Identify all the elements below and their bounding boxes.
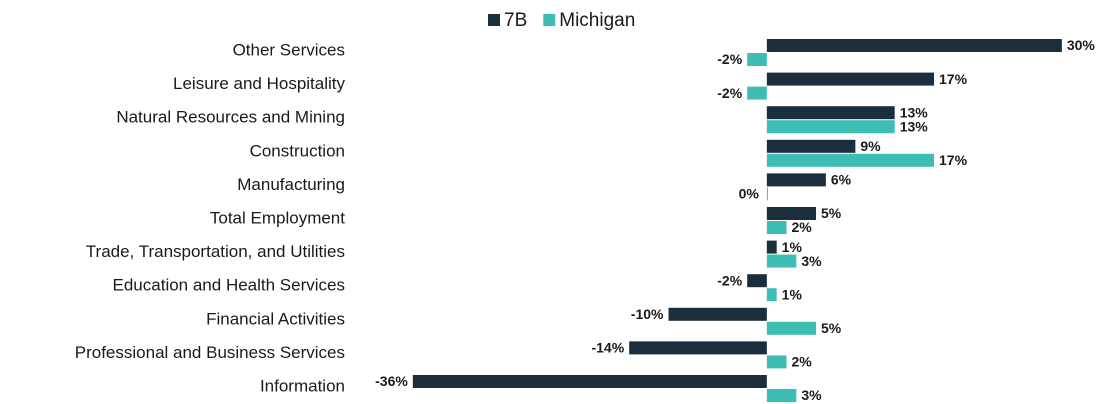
value-label: 0% — [739, 186, 760, 202]
bar — [766, 187, 768, 201]
value-label: 6% — [831, 172, 852, 188]
legend-label: Michigan — [559, 10, 635, 31]
legend-label: 7B — [504, 10, 527, 31]
category-label: Other Services — [233, 40, 345, 59]
value-label: 5% — [821, 205, 842, 221]
category-label: Trade, Transportation, and Utilities — [86, 242, 345, 261]
category-label: Information — [260, 376, 345, 395]
value-label: -2% — [717, 51, 742, 67]
value-label: 3% — [801, 387, 822, 403]
category-label: Natural Resources and Mining — [116, 108, 345, 127]
value-label: 13% — [900, 104, 929, 120]
value-label: -10% — [631, 306, 664, 322]
value-label: 2% — [792, 219, 813, 235]
bar — [766, 240, 777, 254]
bar — [668, 307, 767, 321]
legend-swatch — [488, 14, 500, 26]
category-label: Professional and Business Services — [75, 343, 345, 362]
bar — [766, 207, 817, 220]
value-label: 1% — [782, 286, 803, 302]
value-label: 5% — [821, 320, 842, 336]
bar — [766, 288, 777, 302]
value-label: -2% — [717, 85, 742, 101]
value-label: 1% — [782, 239, 803, 255]
bar — [629, 341, 767, 355]
legend-swatch — [543, 14, 556, 26]
value-label: 30% — [1067, 37, 1096, 53]
bar — [766, 254, 797, 268]
category-label: Leisure and Hospitality — [173, 74, 345, 93]
category-label: Manufacturing — [237, 175, 345, 194]
value-label: 17% — [939, 152, 968, 168]
category-label: Education and Health Services — [113, 276, 345, 295]
value-label: 9% — [860, 138, 881, 154]
bar — [766, 139, 856, 153]
bar — [766, 173, 826, 187]
bar — [766, 39, 1062, 52]
value-label: -14% — [591, 340, 624, 356]
bar — [747, 274, 767, 288]
value-label: 2% — [792, 354, 813, 370]
value-label: -36% — [375, 373, 408, 389]
category-label: Construction — [250, 141, 345, 160]
category-label: Financial Activities — [206, 309, 345, 328]
bar — [766, 221, 787, 234]
value-label: -2% — [717, 272, 742, 288]
value-label: 17% — [939, 71, 968, 87]
bar — [766, 72, 935, 86]
bar — [747, 86, 767, 100]
bar — [766, 389, 797, 402]
bar — [766, 153, 935, 167]
category-label: Total Employment — [210, 208, 345, 227]
bar — [747, 53, 767, 66]
bar — [766, 355, 787, 369]
bar — [766, 321, 817, 335]
value-label: 13% — [900, 118, 929, 134]
bar — [766, 106, 895, 120]
value-label: 3% — [801, 253, 822, 269]
bar — [766, 120, 895, 134]
bar — [412, 375, 767, 388]
